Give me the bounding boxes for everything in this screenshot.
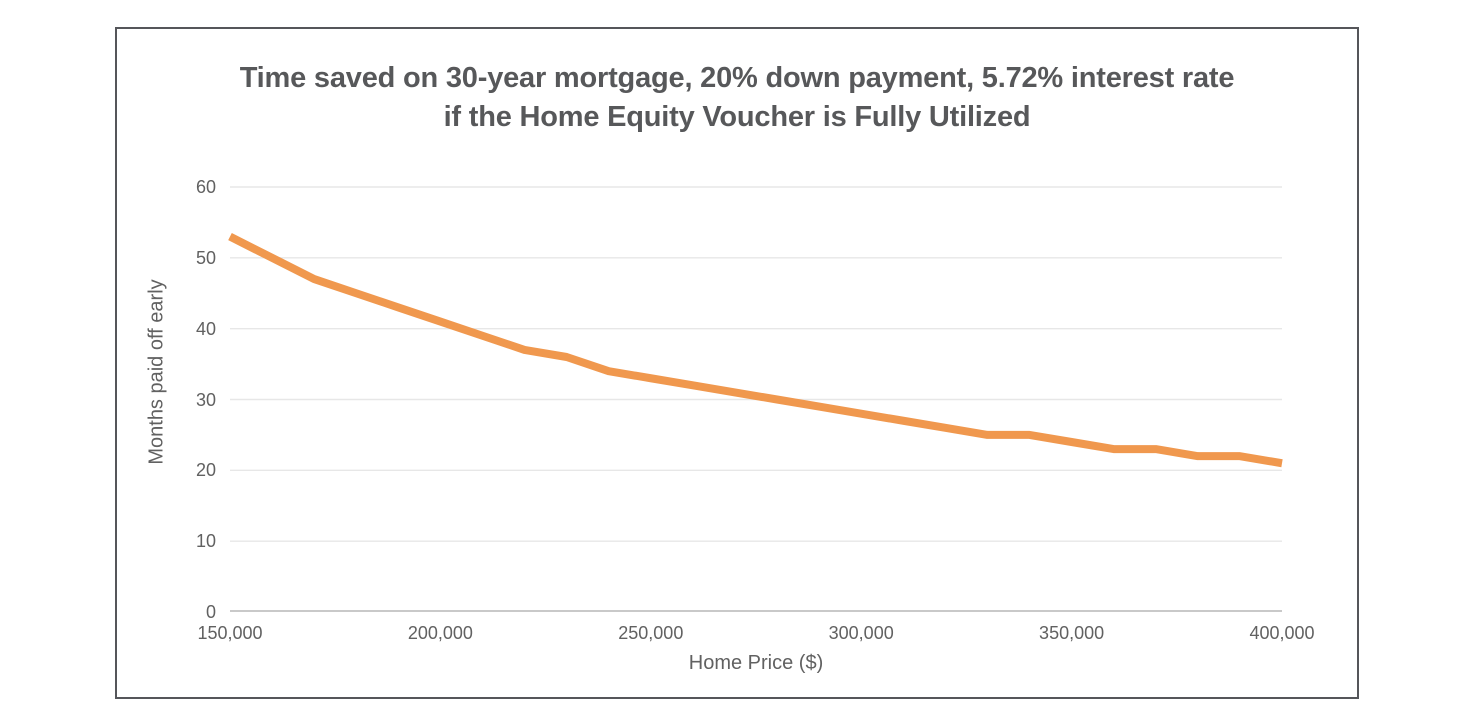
y-tick-label: 0 [205, 602, 216, 622]
chart-title-line2: if the Home Equity Voucher is Fully Util… [443, 101, 1031, 133]
x-tick-label: 350,000 [1039, 623, 1105, 643]
y-tick-label: 60 [195, 177, 216, 197]
x-tick-label: 300,000 [828, 623, 894, 643]
y-tick-label: 40 [195, 318, 216, 339]
chart-title: Time saved on 30-year mortgage, 20% down… [117, 59, 1357, 137]
chart-title-line1: Time saved on 30-year mortgage, 20% down… [239, 62, 1235, 94]
plot-area [228, 186, 1283, 612]
x-tick-label: 150,000 [197, 623, 263, 643]
x-axis-title: Home Price ($) [688, 652, 824, 674]
series-line [228, 233, 1283, 468]
x-tick-label: 400,000 [1249, 623, 1315, 643]
y-axis-title: Months paid off early [145, 279, 168, 465]
y-tick-label: 50 [195, 247, 216, 268]
x-tick-label: 200,000 [407, 623, 473, 643]
y-tick-label: 10 [195, 531, 216, 552]
chart-container: Time saved on 30-year mortgage, 20% down… [115, 27, 1359, 699]
y-tick-label: 20 [195, 460, 216, 481]
x-tick-label: 250,000 [618, 623, 684, 643]
y-tick-label: 30 [195, 389, 216, 410]
